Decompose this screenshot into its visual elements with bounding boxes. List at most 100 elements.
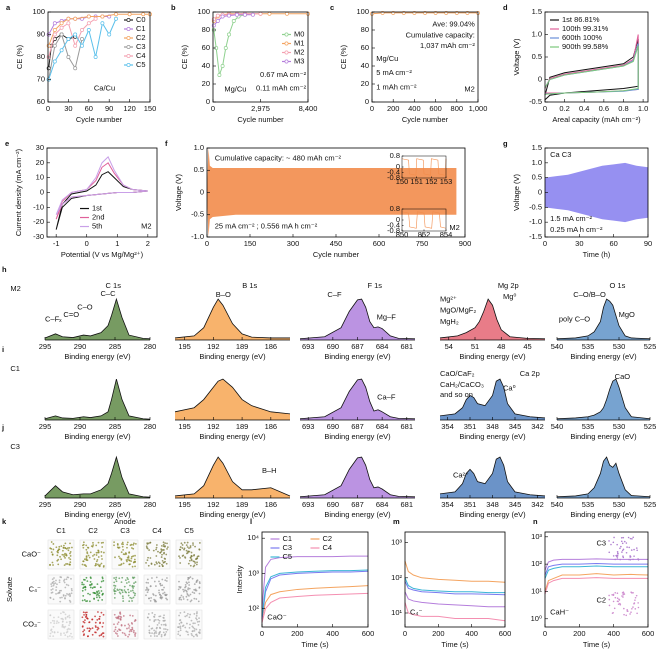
y-axis-label: Solvate — [5, 577, 14, 602]
particle — [180, 542, 183, 545]
particle — [102, 565, 105, 568]
particle — [183, 611, 186, 614]
particle — [154, 599, 156, 602]
particle — [129, 614, 132, 617]
particle — [120, 581, 123, 584]
particle — [91, 618, 94, 621]
row-label: C₄⁻ — [29, 584, 41, 593]
particle — [190, 632, 193, 635]
particle — [145, 589, 147, 591]
x-tick-label: 192 — [207, 500, 220, 509]
particle — [63, 581, 66, 584]
particle — [63, 555, 66, 558]
annotation: B–H — [262, 466, 277, 475]
legend-marker — [284, 41, 289, 46]
particle — [118, 546, 121, 549]
particle — [68, 546, 71, 549]
annotation: C=O — [63, 310, 79, 319]
particle — [182, 598, 185, 600]
particle — [147, 556, 149, 559]
particle — [158, 593, 161, 596]
annotation: CaO⁻ — [267, 612, 286, 621]
particle — [122, 600, 125, 602]
particle — [100, 562, 103, 565]
particle — [52, 548, 55, 551]
particle — [151, 627, 154, 630]
annotation: Mg/Cu — [376, 54, 398, 63]
particle — [189, 576, 192, 578]
particle — [120, 624, 123, 627]
x-tick-label: 684 — [376, 500, 389, 509]
spectrum-area — [45, 379, 150, 420]
inset-render — [630, 611, 632, 613]
particle — [97, 599, 100, 602]
particle — [58, 579, 61, 582]
particle — [178, 622, 181, 625]
particle — [88, 630, 91, 633]
x-tick-label: 0 — [211, 104, 215, 113]
x-tick-label: 525 — [644, 500, 657, 509]
x-axis-label: Binding energy (eV) — [64, 352, 131, 361]
particle — [197, 600, 200, 603]
legend-label: M2 — [294, 47, 304, 56]
particle — [194, 589, 197, 592]
particle — [56, 550, 59, 553]
particle — [115, 580, 118, 583]
series-line — [404, 602, 506, 622]
particle — [193, 553, 196, 556]
particle — [187, 588, 189, 591]
particle — [189, 623, 191, 626]
particle — [62, 594, 65, 596]
particle — [100, 580, 103, 583]
particle — [82, 587, 85, 589]
inset-render — [622, 555, 624, 557]
marker — [73, 43, 78, 48]
particle — [186, 622, 188, 625]
particle — [113, 613, 116, 616]
particle — [134, 554, 136, 557]
particle — [85, 548, 88, 551]
particle — [83, 613, 85, 616]
particle — [49, 596, 52, 599]
particle — [155, 630, 157, 633]
y-axis-label: CE (%) — [339, 44, 348, 69]
particle — [182, 588, 184, 591]
particle — [122, 562, 125, 565]
particle — [99, 586, 102, 589]
inset-render — [627, 536, 630, 539]
particle — [64, 542, 67, 545]
x-tick-label: 90 — [105, 104, 113, 113]
particle — [68, 616, 71, 619]
particle — [194, 562, 197, 564]
legend-label: C4 — [136, 51, 146, 60]
particle — [61, 624, 64, 627]
particle — [93, 553, 96, 556]
particle — [192, 544, 194, 546]
particle — [159, 627, 162, 630]
x-tick-label: 195 — [178, 342, 191, 351]
y-tick-label: 10³ — [531, 532, 542, 541]
particle — [55, 592, 57, 595]
particle — [128, 551, 131, 554]
particle — [51, 631, 54, 633]
particle — [61, 620, 64, 623]
y-tick-label: 0.8 — [390, 151, 400, 160]
y-tick-label: 20 — [202, 79, 210, 88]
particle — [93, 597, 95, 600]
particle — [67, 615, 69, 618]
marker — [114, 12, 118, 17]
particle — [84, 611, 87, 614]
particle — [127, 635, 129, 638]
y-tick-label: 1.5 — [532, 143, 542, 152]
x-tick-label: 354 — [441, 500, 454, 509]
particle — [199, 629, 201, 631]
particle — [159, 615, 162, 618]
particle — [61, 596, 63, 599]
particle — [164, 633, 167, 635]
inset-render — [628, 558, 630, 561]
series-line — [261, 569, 369, 617]
particle — [161, 584, 164, 587]
x-tick-label: 0 — [403, 629, 407, 638]
x-axis-label: Time (s) — [441, 640, 469, 649]
x-tick-label: 0.6 — [599, 104, 609, 113]
